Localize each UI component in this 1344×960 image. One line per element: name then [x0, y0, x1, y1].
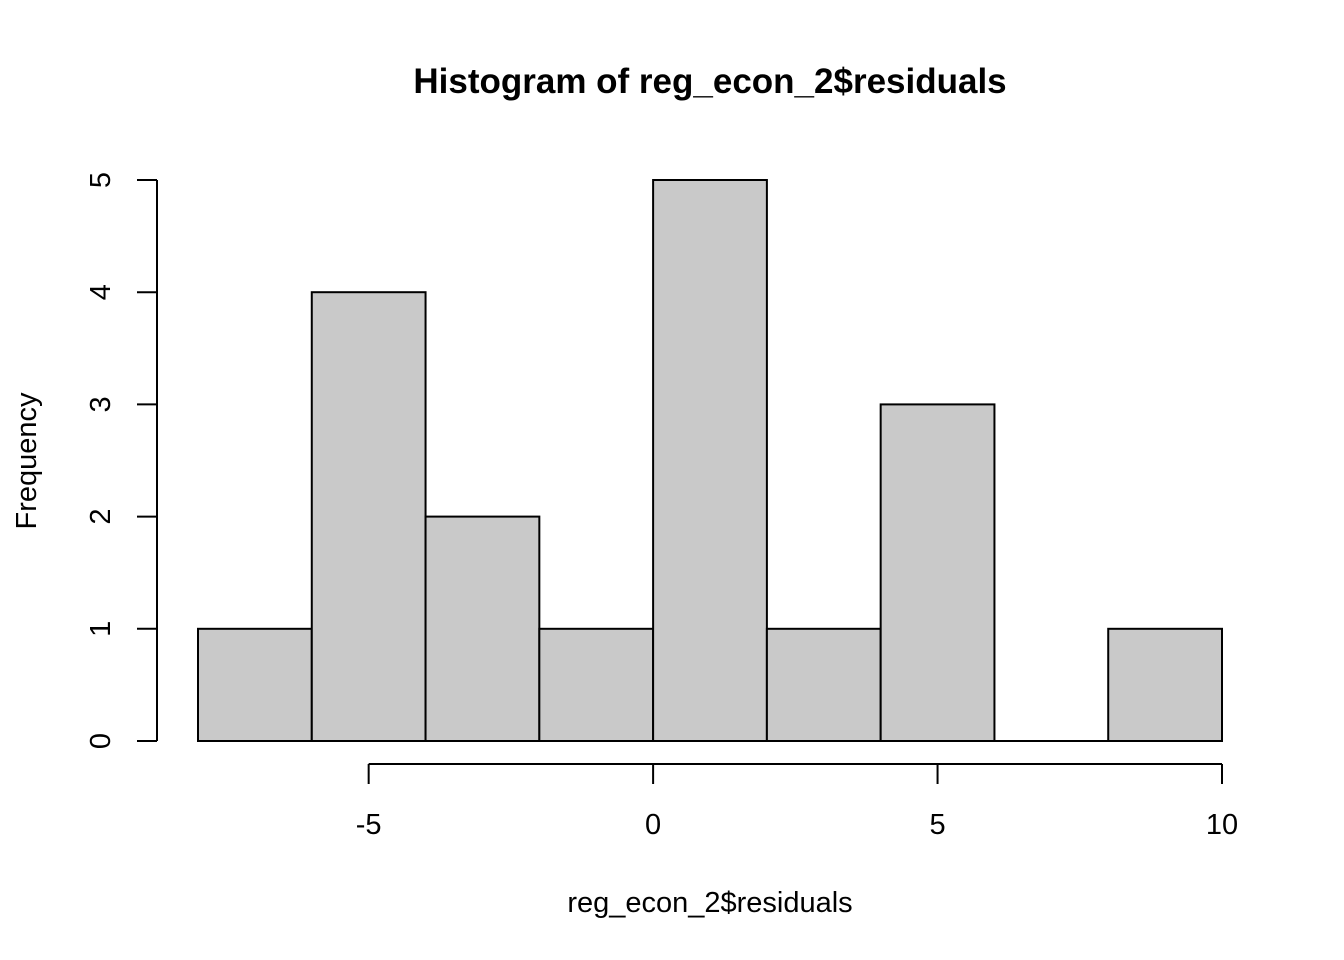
- y-axis-label: Frequency: [11, 392, 43, 530]
- x-tick-label: -5: [356, 809, 382, 841]
- x-tick-label: 5: [929, 809, 945, 841]
- y-tick-label: 2: [85, 509, 117, 525]
- y-tick-label: 5: [85, 172, 117, 188]
- histogram-bar-1: [310, 291, 427, 742]
- histogram-bar-3: [538, 627, 655, 742]
- y-tick-label: 4: [85, 284, 117, 300]
- y-tick-label: 3: [85, 396, 117, 412]
- x-tick-label: 0: [645, 809, 661, 841]
- x-axis-label: reg_econ_2$residuals: [567, 887, 852, 919]
- histogram-bar-4: [652, 179, 768, 742]
- x-axis: -5 0 5 10: [356, 763, 1238, 841]
- histogram-bar-0: [197, 627, 313, 742]
- histogram-bar-2: [424, 515, 541, 742]
- histogram-bar-6: [879, 403, 996, 742]
- histogram-bar-5: [765, 627, 882, 742]
- chart-title: Histogram of reg_econ_2$residuals: [413, 62, 1006, 101]
- y-axis: 0 1 2 3 4 5: [85, 172, 158, 749]
- histogram-bar-8: [1107, 627, 1223, 742]
- y-tick-label: 0: [85, 733, 117, 749]
- x-tick-label: 10: [1206, 809, 1238, 841]
- y-tick-label: 1: [85, 621, 117, 637]
- bars-group: [197, 179, 1223, 742]
